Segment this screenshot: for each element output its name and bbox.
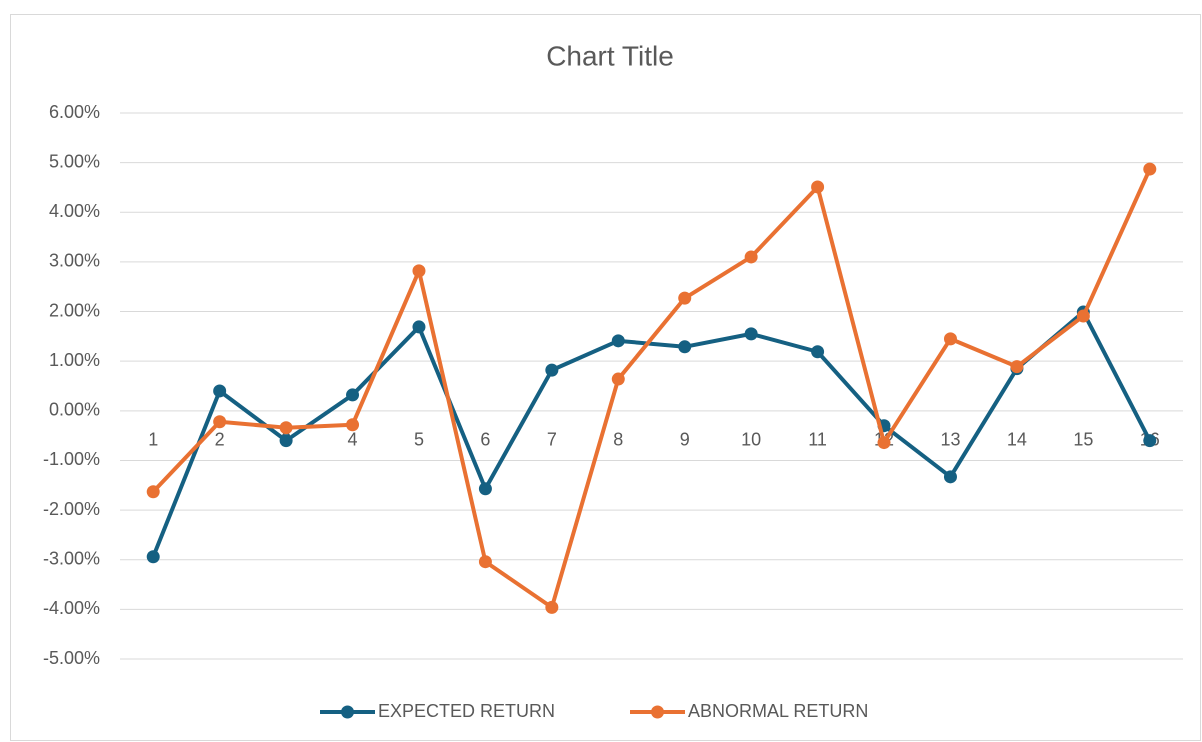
point-marker [213, 415, 227, 429]
point-marker [744, 250, 758, 264]
x-tick-label: 2 [215, 430, 225, 450]
point-marker [146, 485, 160, 499]
point-marker [146, 550, 160, 564]
series-line [151, 310, 1152, 558]
x-tick-label: 9 [680, 430, 690, 450]
point-marker [1076, 309, 1090, 323]
point-marker [412, 264, 426, 278]
x-tick-label: 7 [547, 430, 557, 450]
y-tick-label: 0.00% [49, 400, 100, 420]
y-tick-label: -1.00% [43, 449, 100, 469]
point-marker [545, 600, 559, 614]
point-marker [545, 363, 559, 377]
y-tick-label: -4.00% [43, 598, 100, 618]
y-tick-label: -5.00% [43, 648, 100, 668]
y-tick-label: 1.00% [49, 350, 100, 370]
x-tick-label: 1 [148, 430, 158, 450]
chart-title: Chart Title [546, 40, 674, 71]
point-marker [611, 334, 625, 348]
point-marker [478, 555, 492, 569]
x-tick-label: 11 [808, 430, 827, 450]
point-marker [811, 180, 825, 194]
point-marker [346, 418, 360, 432]
y-tick-label: 2.00% [49, 300, 100, 320]
y-tick-label: 6.00% [49, 102, 100, 122]
point-marker [346, 388, 360, 402]
x-tick-label: 13 [940, 430, 960, 450]
point-marker [811, 345, 825, 359]
point-marker [478, 482, 492, 496]
x-tick-label: 10 [741, 430, 761, 450]
point-marker [213, 384, 227, 398]
y-tick-label: -2.00% [43, 499, 100, 519]
point-marker [611, 372, 625, 386]
y-tick-label: -3.00% [43, 548, 100, 568]
point-marker [877, 436, 891, 450]
point-marker [279, 421, 293, 435]
x-tick-label: 14 [1007, 430, 1027, 450]
point-marker [1143, 434, 1157, 448]
point-marker [1010, 360, 1024, 374]
y-tick-label: 5.00% [49, 151, 100, 171]
y-tick-label: 3.00% [49, 251, 100, 271]
legend-marker [651, 705, 664, 719]
point-marker [678, 291, 692, 305]
x-tick-label: 4 [348, 430, 358, 450]
x-tick-label: 5 [414, 430, 424, 450]
legend-marker [341, 705, 354, 719]
legend-label: ABNORMAL RETURN [688, 701, 868, 721]
point-marker [279, 434, 293, 448]
legend-label: EXPECTED RETURN [378, 701, 555, 721]
x-tick-label: 15 [1073, 430, 1093, 450]
point-marker [678, 340, 692, 354]
chart-border [10, 14, 1201, 741]
point-marker [943, 470, 957, 484]
point-marker [744, 327, 758, 341]
point-marker [1143, 162, 1157, 176]
x-tick-label: 6 [480, 430, 490, 450]
series-line [151, 168, 1152, 610]
y-tick-label: 4.00% [49, 201, 100, 221]
point-marker [943, 332, 957, 346]
point-marker [412, 320, 426, 334]
x-tick-label: 8 [613, 430, 623, 450]
